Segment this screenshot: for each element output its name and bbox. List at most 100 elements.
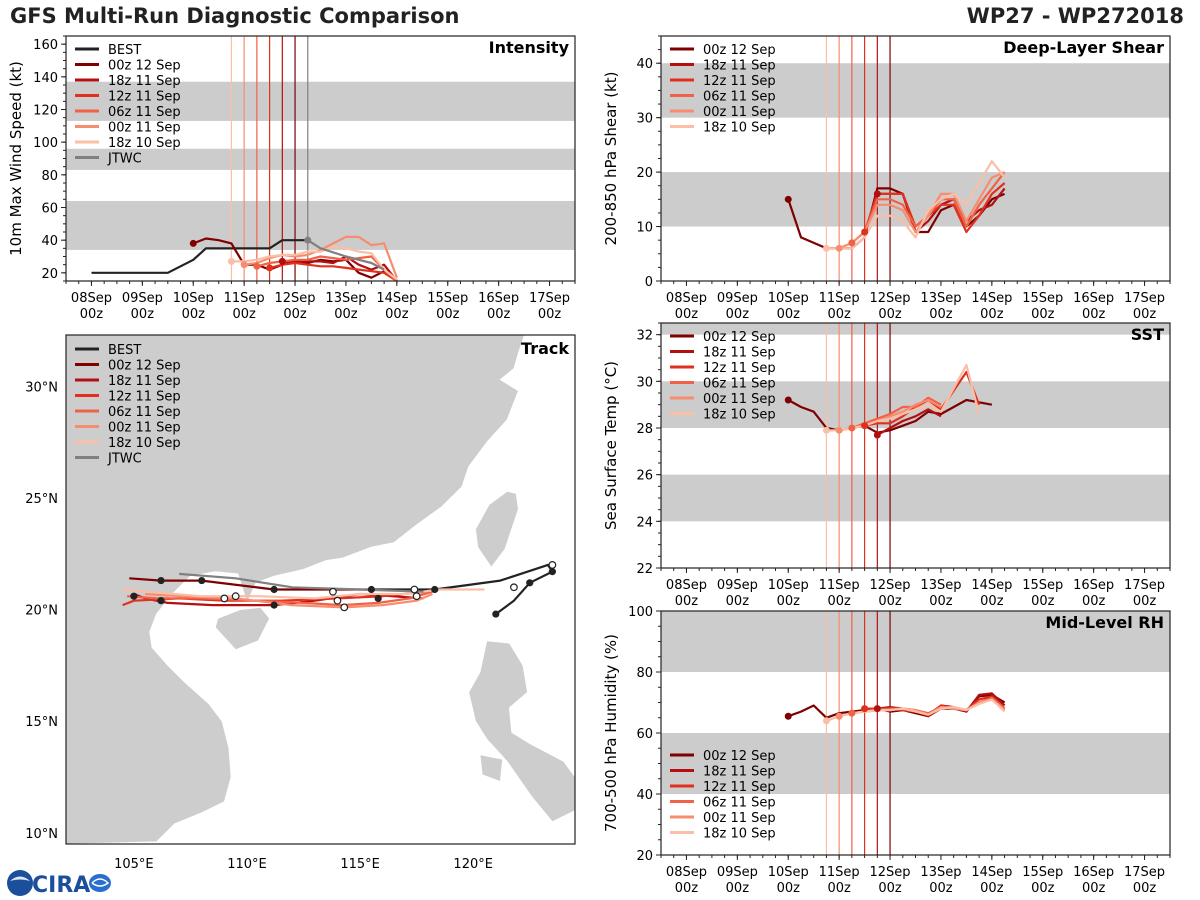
hainan-land	[214, 606, 271, 651]
sst-xtick-sub: 00z	[878, 594, 902, 609]
sst-ytick-label: 22	[636, 562, 653, 577]
shear-legend-label: 00z 11 Sep	[703, 105, 776, 120]
rh-xtick-label: 09Sep	[717, 865, 758, 880]
shear-series-line	[826, 160, 1006, 250]
rh-xtick-sub: 00z	[980, 881, 1004, 896]
track-marker-open	[220, 594, 229, 603]
mainland-land	[66, 335, 525, 844]
intensity-legend-label: 12z 11 Sep	[108, 90, 181, 105]
intensity-series-line	[91, 239, 308, 274]
intensity-legend-label: 00z 11 Sep	[108, 121, 181, 136]
track-lon-label: 115°E	[340, 857, 380, 872]
sst-ylabel: Sea Surface Temp (°C)	[602, 361, 620, 530]
sst-xtick-sub: 00z	[827, 594, 851, 609]
rh-xtick-label: 16Sep	[1073, 865, 1114, 880]
intensity-xtick-label: 13Sep	[325, 291, 366, 306]
shear-xtick-label: 16Sep	[1073, 291, 1114, 306]
intensity-xtick-label: 12Sep	[275, 291, 316, 306]
intensity-ytick-label: 100	[33, 136, 58, 151]
rh-xtick-sub: 00z	[1031, 881, 1055, 896]
rh-band	[661, 611, 1170, 672]
intensity-xtick-label: 16Sep	[478, 291, 519, 306]
intensity-xtick-sub: 00z	[385, 307, 409, 322]
intensity-init-marker	[227, 257, 235, 265]
shear-ytick-label: 0	[645, 275, 653, 290]
track-marker-open	[231, 592, 240, 601]
sst-legend-label: 00z 12 Sep	[703, 330, 776, 345]
mindoro-land	[479, 754, 504, 783]
shear-panel: 01020304008Sep00z09Sep00z10Sep00z11Sep00…	[602, 35, 1171, 322]
track-lon-label: 120°E	[453, 857, 493, 872]
sst-xtick-label: 14Sep	[971, 578, 1012, 593]
track-legend-label: 00z 12 Sep	[108, 359, 181, 374]
track-marker-filled	[130, 592, 138, 600]
track-legend-label: 18z 11 Sep	[108, 374, 181, 389]
rh-xtick-sub: 00z	[726, 881, 750, 896]
intensity-init-marker	[253, 262, 261, 270]
sst-band	[661, 323, 1170, 335]
shear-init-marker	[822, 244, 830, 252]
sst-legend-label: 12z 11 Sep	[703, 361, 776, 376]
intensity-xtick-label: 08Sep	[71, 291, 112, 306]
intensity-xtick-label: 11Sep	[224, 291, 265, 306]
rh-xtick-sub: 00z	[675, 881, 699, 896]
sst-init-marker	[835, 426, 843, 434]
track-legend-label: 06z 11 Sep	[108, 405, 181, 420]
shear-init-marker	[848, 239, 856, 247]
sst-xtick-label: 13Sep	[920, 578, 961, 593]
track-marker-open	[410, 585, 419, 594]
sst-series-line	[851, 396, 942, 430]
intensity-xtick-sub: 00z	[80, 307, 104, 322]
rh-xtick-label: 13Sep	[920, 865, 961, 880]
shear-ytick-label: 40	[636, 57, 653, 72]
intensity-legend-label: BEST	[108, 43, 141, 58]
track-marker-open	[329, 587, 337, 596]
sst-xtick-sub: 00z	[1082, 594, 1106, 609]
track-lat-label: 20°N	[25, 604, 58, 619]
shear-xtick-sub: 00z	[1031, 307, 1055, 322]
shear-init-marker	[784, 195, 792, 203]
track-frame	[65, 334, 576, 845]
rh-xtick-sub: 00z	[1133, 881, 1157, 896]
shear-xtick-sub: 00z	[827, 307, 851, 322]
sst-ytick-label: 28	[636, 422, 653, 437]
intensity-xtick-label: 10Sep	[173, 291, 214, 306]
intensity-xtick-sub: 00z	[538, 307, 562, 322]
sst-init-marker	[848, 424, 856, 432]
rh-xtick-label: 12Sep	[870, 865, 911, 880]
rh-init-marker	[822, 717, 830, 725]
track-lon-label: 110°E	[227, 857, 267, 872]
shear-xtick-label: 12Sep	[870, 291, 911, 306]
shear-ytick-label: 10	[636, 221, 653, 236]
rh-ytick-label: 60	[636, 727, 653, 742]
intensity-xtick-sub: 00z	[182, 307, 206, 322]
intensity-band	[66, 200, 575, 250]
sst-xtick-label: 17Sep	[1124, 578, 1165, 593]
intensity-xtick-label: 17Sep	[529, 291, 570, 306]
intensity-legend-label: 18z 11 Sep	[108, 74, 181, 89]
sst-xtick-sub: 00z	[980, 594, 1004, 609]
sst-legend-label: 06z 11 Sep	[703, 377, 776, 392]
shear-xtick-sub: 00z	[929, 307, 953, 322]
taiwan-land	[475, 490, 519, 568]
shear-init-marker	[873, 190, 881, 198]
track-lat-label: 15°N	[25, 715, 58, 730]
shear-legend-label: 00z 12 Sep	[703, 43, 776, 58]
sst-xtick-label: 10Sep	[768, 578, 809, 593]
rh-xtick-sub: 00z	[929, 881, 953, 896]
rh-xtick-label: 10Sep	[768, 865, 809, 880]
sst-xtick-label: 09Sep	[717, 578, 758, 593]
rh-legend-label: 12z 11 Sep	[703, 780, 776, 795]
intensity-band	[66, 81, 575, 121]
sst-panel: 22242628303208Sep00z09Sep00z10Sep00z11Se…	[602, 322, 1171, 609]
sst-xtick-label: 16Sep	[1073, 578, 1114, 593]
track-line	[127, 590, 433, 607]
shear-ytick-label: 30	[636, 112, 653, 127]
track-marker-filled	[548, 568, 556, 576]
intensity-title: Intensity	[489, 38, 570, 57]
intensity-legend-label: 00z 12 Sep	[108, 59, 181, 74]
intensity-init-marker	[189, 239, 197, 247]
intensity-legend-label: 18z 10 Sep	[108, 136, 181, 151]
intensity-init-marker	[304, 236, 312, 244]
track-legend-label: 18z 10 Sep	[108, 436, 181, 451]
